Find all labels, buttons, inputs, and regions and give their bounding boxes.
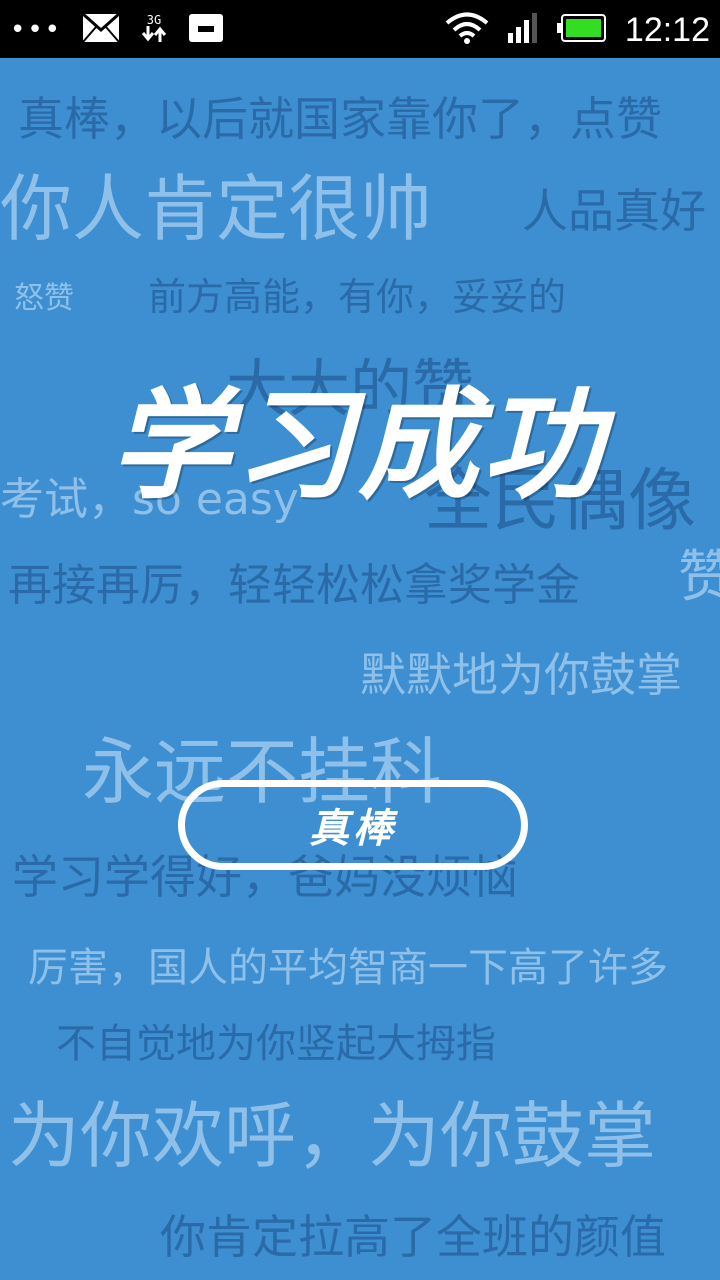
bg-phrase: 赞 xyxy=(678,545,720,610)
signal-strength-icon xyxy=(507,13,539,47)
bg-phrase: 你肯定拉高了全班的颜值 xyxy=(160,1210,666,1264)
bg-phrase: 考试，so easy xyxy=(0,474,299,525)
bg-phrase: 全民偶像 xyxy=(424,462,697,541)
status-bar: ••• 3G 12:12 xyxy=(0,0,720,58)
bg-phrase: 人品真好 xyxy=(522,184,706,238)
battery-icon xyxy=(556,14,607,46)
great-button-label: 真棒 xyxy=(309,805,397,852)
clock: 12:12 xyxy=(624,11,710,49)
bg-phrase: 前方高能，有你，妥妥的 xyxy=(148,275,567,319)
bg-phrase: 厉害，国人的平均智商一下高了许多 xyxy=(28,945,668,991)
network-3g-icon: 3G xyxy=(140,14,168,46)
sim-card-icon xyxy=(188,13,224,47)
bg-phrase: 再接再厉，轻轻松松拿奖学金 xyxy=(8,560,580,611)
bg-phrase: 真棒，以后就国家靠你了，点赞 xyxy=(18,92,662,146)
bg-phrase: 不自觉地为你竖起大拇指 xyxy=(56,1021,496,1067)
network-type-label: 3G xyxy=(146,13,162,27)
bg-phrase: 大大的赞 xyxy=(226,352,475,425)
great-button[interactable]: 真棒 xyxy=(178,780,528,870)
success-title: 学习成功 xyxy=(110,375,606,516)
bg-phrase: 学习学得好，爸妈没烦恼 xyxy=(12,850,518,904)
mail-icon xyxy=(82,12,121,47)
bg-phrase: 默默地为你鼓掌 xyxy=(360,648,682,702)
bg-phrase: 永远不挂科 xyxy=(82,730,443,814)
overflow-dots-icon: ••• xyxy=(10,15,63,45)
wifi-icon xyxy=(445,12,489,48)
bg-phrase: 怒赞 xyxy=(14,281,74,316)
bg-phrase: 你人肯定很帅 xyxy=(0,167,433,251)
success-screen: 真棒，以后就国家靠你了，点赞 你人肯定很帅 人品真好 怒赞 前方高能，有你，妥妥… xyxy=(0,58,720,1280)
bg-phrase: 为你欢呼，为你鼓掌 xyxy=(8,1094,657,1178)
